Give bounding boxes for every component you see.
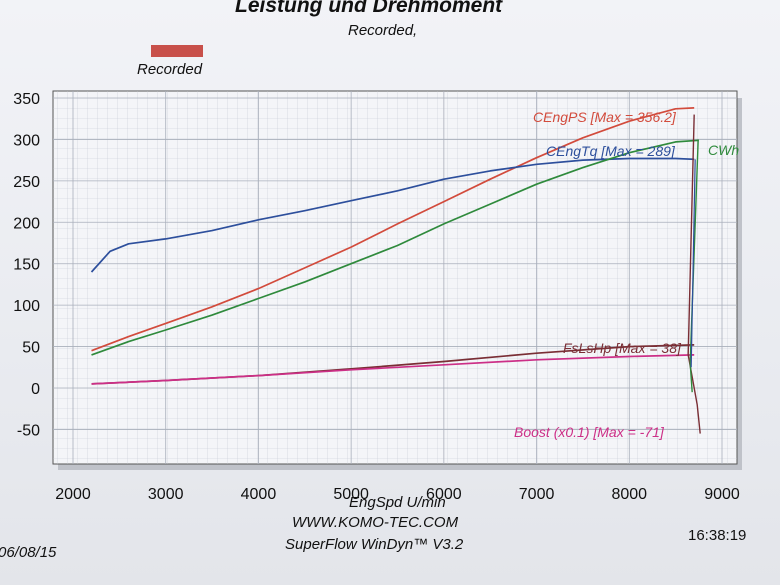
drop-line-green	[689, 139, 699, 393]
y-tick-label: 150	[13, 257, 40, 274]
footer-url: WWW.KOMO-TEC.COM	[292, 514, 459, 531]
x-tick-label: 4000	[241, 486, 277, 503]
x-tick-label: 9000	[704, 486, 740, 503]
y-tick-label: 200	[13, 215, 40, 232]
major-grid	[53, 91, 737, 464]
chart-subtitle: Recorded,	[348, 22, 418, 39]
y-tick-label: 350	[13, 91, 40, 108]
shutdown-drop-lines	[687, 114, 701, 434]
y-tick-label: 250	[13, 174, 40, 191]
drop-line-red	[687, 114, 701, 434]
annotation-cwh: CWh	[708, 142, 739, 158]
annotation-cengps: CEngPS [Max = 356.2]	[533, 109, 677, 125]
x-tick-label: 8000	[611, 486, 647, 503]
series-lines	[90, 107, 699, 385]
chart-title: Leistung und Drehmoment	[235, 0, 503, 17]
y-tick-label: 50	[22, 340, 40, 357]
annotation-cengtq: CEngTq [Max = 289]	[546, 143, 676, 159]
x-tick-label: 6000	[426, 486, 462, 503]
x-tick-label: 2000	[55, 486, 91, 503]
annotation-boost: Boost (x0.1) [Max = -71]	[514, 424, 665, 440]
x-tick-label: 7000	[519, 486, 555, 503]
y-tick-label: -50	[17, 422, 40, 439]
y-tick-label: 300	[13, 132, 40, 149]
series-annotations: CEngPS [Max = 356.2] CEngTq [Max = 289] CW…	[514, 109, 739, 440]
x-tick-label: 5000	[333, 486, 369, 503]
footer-software: SuperFlow WinDyn™ V3.2	[285, 536, 464, 553]
print-time: 16:38:19	[688, 527, 747, 544]
series-line-cengps	[91, 107, 695, 352]
print-date: 06/08/15	[0, 544, 57, 561]
annotation-fslshp: FsLsHp [Max = 38]	[563, 340, 682, 356]
x-axis-ticks: 2000 3000 4000 5000 6000 7000 8000 9000	[55, 486, 740, 503]
minor-grid	[53, 91, 737, 464]
series-line-cwh	[91, 139, 699, 356]
y-axis-ticks: 350 300 250 200 150 100 50 0 -50	[13, 91, 40, 439]
x-axis-label: EngSpd U/min	[349, 494, 446, 511]
legend-label: Recorded	[137, 61, 203, 78]
drop-line-blue	[690, 159, 696, 368]
legend-swatch	[151, 45, 203, 57]
series-line-boost	[91, 354, 695, 385]
y-tick-label: 0	[31, 381, 40, 398]
x-tick-label: 3000	[148, 486, 184, 503]
y-tick-label: 100	[13, 298, 40, 315]
